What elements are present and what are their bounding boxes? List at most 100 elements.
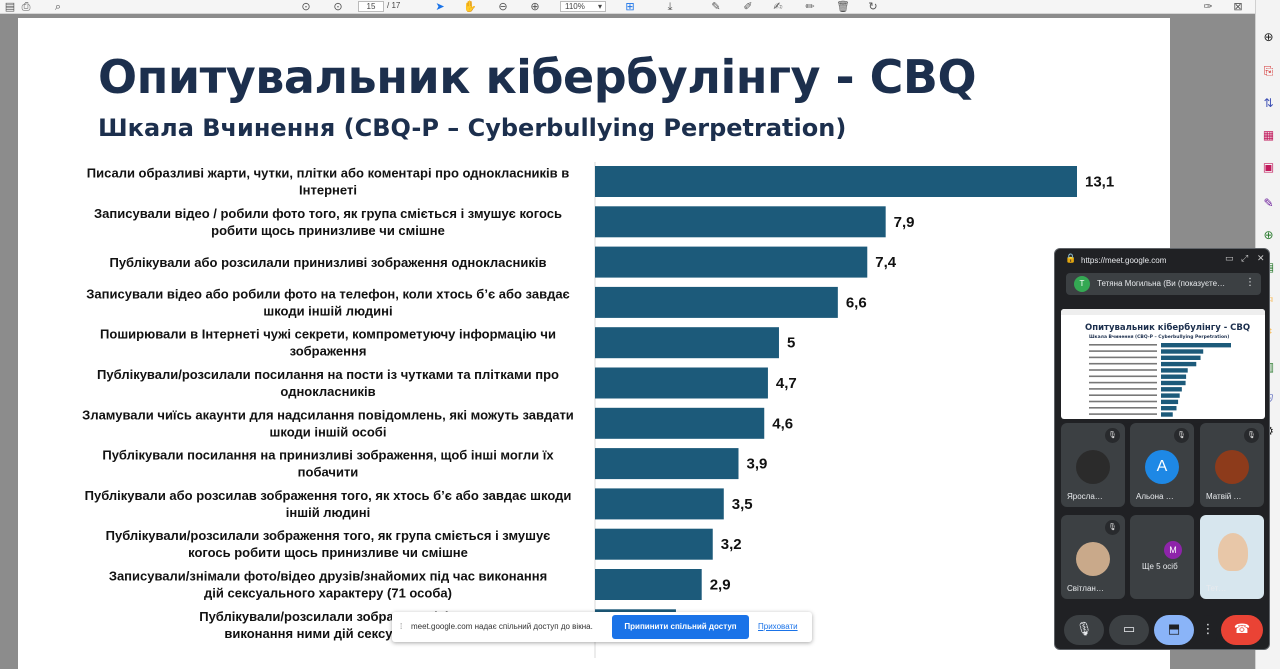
hide-notice-link[interactable]: Приховати (758, 622, 798, 631)
participant-avatar: A (1145, 450, 1179, 484)
preview-chart (1089, 343, 1231, 417)
close-tab-icon[interactable]: ⊠ (1233, 0, 1243, 13)
pdf-toolbar: ▤ ⎙ ⌕ ⊙ ⊙ 15 / 17 ➤ ✋ ⊖ ⊕ 110% ⊞ ⤓ ✎ ✐ ✍… (0, 0, 1255, 14)
preview-bar-4 (1161, 361, 1197, 367)
edit-pdf-icon[interactable]: ✎ (1263, 196, 1274, 210)
participant-tile[interactable]: 🎙 Світлан… (1061, 515, 1125, 599)
category-label-2: Записували відео / робили фото того, як … (94, 206, 562, 238)
participant-avatar: M (1164, 541, 1182, 559)
presenter-avatar: T (1074, 276, 1090, 292)
preview-bar-1 (1161, 343, 1231, 348)
preview-label-line-9 (1089, 394, 1157, 396)
page-number-input[interactable]: 15 (358, 1, 384, 12)
value-label-2: 7,9 (894, 214, 915, 231)
preview-label-line-5 (1089, 369, 1157, 371)
mic-icon[interactable]: 🎙 (1064, 615, 1104, 645)
select-cursor-icon[interactable]: ➤ (435, 0, 445, 13)
presenter-bar[interactable]: T Тетяна Могильна (Ви (показуєте… ⋮ (1066, 273, 1261, 295)
preview-label-line-1 (1089, 344, 1157, 346)
mic-off-icon: 🎙 (1105, 428, 1120, 443)
bar-2 (595, 206, 886, 238)
mic-off-icon: 🎙 (1244, 428, 1259, 443)
camera-icon[interactable]: ▭ (1109, 615, 1149, 645)
participant-tile[interactable]: 🎙 Матвій … (1200, 423, 1264, 507)
pdf-page: Опитувальник кібербулінгу - CBQ Шкала Вч… (18, 18, 1170, 669)
print-icon[interactable]: ⎙ (21, 0, 31, 13)
preview-bar-5 (1161, 368, 1188, 373)
participant-tile[interactable]: A 🎙 Альона … (1130, 423, 1194, 507)
create-icon[interactable]: ⊕ (1263, 228, 1274, 242)
participant-name: Альона … (1136, 492, 1174, 501)
page-title: Опитувальник кібербулінгу - CBQ (98, 50, 977, 104)
more-vert-icon[interactable]: ⋮ (1245, 277, 1255, 288)
delete-icon[interactable]: 🗑 (836, 0, 850, 13)
page-up-icon[interactable]: ⊙ (301, 0, 311, 13)
drag-handle-icon[interactable]: ⁞ (400, 622, 403, 631)
preview-bar-11 (1161, 406, 1177, 411)
participant-avatar (1076, 542, 1110, 576)
preview-bar-3 (1161, 355, 1201, 360)
screen-share-preview[interactable]: Опитувальник кібербулінгу - CBQ Шкала Вч… (1061, 309, 1265, 419)
category-label-10: Публікували/розсилали зображення того, я… (106, 528, 551, 560)
category-label-7: Зламували чиїсь акаунти для надсилання п… (82, 407, 574, 439)
preview-bar-8 (1161, 387, 1182, 392)
participant-name: Світлан… (1067, 584, 1104, 593)
preview-label-line-4 (1089, 362, 1157, 365)
mic-off-icon: 🎙 (1105, 520, 1120, 535)
present-icon[interactable]: ⬒ (1154, 615, 1194, 645)
sign-icon[interactable]: ✍ (773, 0, 783, 13)
combine-icon[interactable]: ▦ (1262, 128, 1275, 142)
participant-video (1218, 533, 1248, 571)
category-label-3: Публікували або розсилали принизливі зоб… (109, 255, 546, 270)
zoom-in-icon[interactable]: ⊕ (530, 0, 540, 13)
preview-label-line-2 (1089, 350, 1157, 352)
preview-bar-12 (1161, 412, 1173, 417)
expand-icon[interactable]: ⤢ (1241, 254, 1249, 264)
preview-label-line-7 (1089, 381, 1157, 384)
zoom-select[interactable]: 110% (560, 1, 606, 12)
zoom-icon[interactable]: ⊕ (1263, 30, 1274, 44)
zoom-out-icon[interactable]: ⊖ (498, 0, 508, 13)
participant-tile[interactable]: M Ще 5 осіб (1130, 515, 1194, 599)
camera-small-icon[interactable]: ▭ (1225, 254, 1234, 264)
sidebar-toggle-icon[interactable]: ▤ (4, 0, 16, 13)
category-label-5: Поширювали в Інтернеті чужі секрети, ком… (100, 327, 556, 359)
preview-bar-7 (1161, 380, 1186, 386)
bar-10 (595, 528, 713, 560)
participant-tile[interactable]: Тет… (1200, 515, 1264, 599)
rotate-icon[interactable]: ↻ (868, 0, 878, 13)
preview-bar-10 (1161, 399, 1179, 405)
compress-icon[interactable]: ▣ (1262, 160, 1275, 174)
value-label-10: 3,2 (721, 536, 742, 553)
export-pdf-icon[interactable]: ⎘ (1263, 64, 1274, 78)
bar-6 (595, 367, 768, 399)
preview-label-line-11 (1089, 407, 1157, 409)
share-notice-bar: ⁞ meet.google.com надає спільний доступ … (392, 612, 812, 642)
hand-icon[interactable]: ✋ (463, 0, 477, 13)
participant-name: Ще 5 осіб (1142, 562, 1178, 571)
organize-icon[interactable]: ⇅ (1263, 96, 1274, 110)
edit-icon[interactable]: ✏ (805, 0, 815, 13)
close-icon[interactable]: ✕ (1257, 254, 1265, 264)
bar-5 (595, 327, 779, 359)
page-down-icon[interactable]: ⊙ (333, 0, 343, 13)
hangup-icon[interactable]: ☎ (1221, 615, 1263, 645)
bar-1 (595, 166, 1077, 197)
comment-icon[interactable]: ✎ (711, 0, 721, 13)
zoom-search-icon[interactable]: ⌕ (54, 0, 62, 13)
participant-name: Матвій … (1206, 492, 1242, 501)
value-label-11: 2,9 (710, 577, 731, 594)
stop-sharing-button[interactable]: Припинити спільний доступ (612, 615, 749, 639)
category-label-1: Писали образливі жарти, чутки, плітки аб… (87, 166, 570, 198)
bar-9 (595, 488, 724, 520)
download-icon[interactable]: ⤓ (667, 0, 673, 13)
tools-icon[interactable]: ✑ (1203, 0, 1213, 13)
preview-bar-6 (1161, 374, 1187, 379)
value-label-4: 6,6 (846, 294, 867, 311)
more-icon[interactable]: ⋮ (1199, 615, 1217, 645)
participant-tile[interactable]: 🎙 Яросла… (1061, 423, 1125, 507)
value-label-1: 13,1 (1085, 174, 1114, 191)
fit-page-icon[interactable]: ⊞ (625, 0, 635, 13)
preview-toolbar (1061, 309, 1265, 315)
pen-icon[interactable]: ✐ (743, 0, 753, 13)
